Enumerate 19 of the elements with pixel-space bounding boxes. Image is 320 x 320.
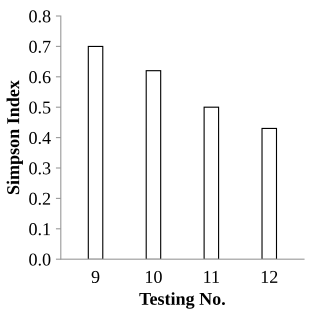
- x-tick-label: 12: [262, 270, 278, 283]
- x-tick-label: 11: [204, 270, 219, 283]
- x-axis-title: Testing No.: [139, 292, 225, 309]
- x-tick-label: 9: [92, 270, 100, 284]
- y-tick-label: 0.4: [29, 132, 51, 144]
- y-tick-label: 0.7: [29, 40, 51, 53]
- y-tick-label: 0.1: [29, 223, 50, 236]
- y-tick-label: 0.2: [29, 192, 50, 205]
- y-tick-label: 0.8: [29, 10, 50, 23]
- bar: [261, 128, 278, 260]
- bar: [204, 106, 220, 260]
- y-tick-label: 0.5: [29, 101, 50, 114]
- y-tick-label: 0.3: [29, 162, 50, 175]
- y-tick-label: 0.6: [29, 71, 51, 84]
- y-tick-label: 0.0: [29, 253, 50, 266]
- y-axis-title: Simpson Index: [6, 80, 23, 194]
- x-tick-label: 10: [146, 270, 162, 284]
- bar: [88, 46, 104, 260]
- bar: [146, 70, 162, 260]
